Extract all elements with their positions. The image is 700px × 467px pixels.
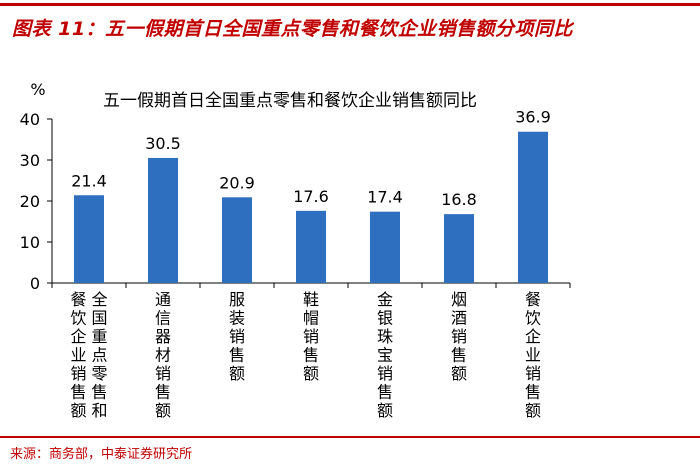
chart-title: 五一假期首日全国重点零售和餐饮企业销售额同比 — [103, 91, 477, 111]
category-label-text: 鞋帽销售额 — [303, 290, 319, 383]
y-tick-label: 0 — [30, 274, 40, 293]
bar — [444, 214, 474, 283]
bar — [370, 211, 400, 283]
value-label: 36.9 — [515, 108, 551, 127]
category-label-text: 金银珠宝销售额 — [377, 290, 393, 420]
source-note: 来源：商务部，中泰证券研究所 — [10, 447, 193, 462]
category-label-text: 烟酒销售额 — [451, 290, 467, 383]
category-label: 鞋帽销售额 — [303, 290, 319, 383]
y-tick-label: 30 — [20, 151, 40, 170]
y-tick-label: 10 — [20, 233, 40, 252]
value-label: 17.4 — [367, 188, 403, 207]
category-label: 烟酒销售额 — [451, 290, 467, 383]
category-label: 全国重点零售和餐饮企业销售额 — [70, 290, 107, 420]
category-label-text: 通信器材销售额 — [155, 290, 171, 420]
bar — [74, 195, 104, 283]
bar — [296, 210, 326, 283]
category-labels: 全国重点零售和餐饮企业销售额 通信器材销售额 服装销售额 鞋帽销售额 金银珠宝销售额 烟酒… — [70, 290, 541, 420]
y-axis-unit: % — [30, 80, 45, 99]
category-label: 服装销售额 — [229, 290, 245, 383]
bar — [148, 157, 178, 283]
value-label: 16.8 — [441, 190, 477, 209]
category-label-text: 餐饮企业销售额 — [525, 290, 541, 420]
y-tick-label: 20 — [20, 192, 40, 211]
value-label: 21.4 — [71, 171, 107, 190]
category-label: 餐饮企业销售额 — [525, 290, 541, 420]
value-labels: 21.4 30.5 20.9 17.6 17.4 16.8 36.9 — [71, 108, 551, 209]
bar — [518, 131, 548, 283]
value-label: 20.9 — [219, 173, 255, 192]
category-label-text: 服装销售额 — [229, 290, 245, 383]
category-label: 通信器材销售额 — [155, 290, 171, 420]
bars — [74, 131, 548, 283]
axes: 0 10 20 30 40 — [20, 110, 571, 293]
top-rule — [0, 3, 700, 6]
value-label: 17.6 — [293, 187, 329, 206]
value-label: 30.5 — [145, 134, 181, 153]
category-label: 金银珠宝销售额 — [377, 290, 393, 420]
bar-chart: 五一假期首日全国重点零售和餐饮企业销售额同比 % 0 10 20 30 40 21.4 3… — [20, 80, 571, 420]
category-label-text: 全国重点零售和餐饮企业销售额 — [70, 290, 107, 420]
bottom-rule — [0, 436, 700, 438]
figure-title: 图表 11：五一假期首日全国重点零售和餐饮企业销售额分项同比 — [12, 18, 574, 40]
bar — [222, 197, 252, 283]
y-tick-label: 40 — [20, 110, 40, 129]
